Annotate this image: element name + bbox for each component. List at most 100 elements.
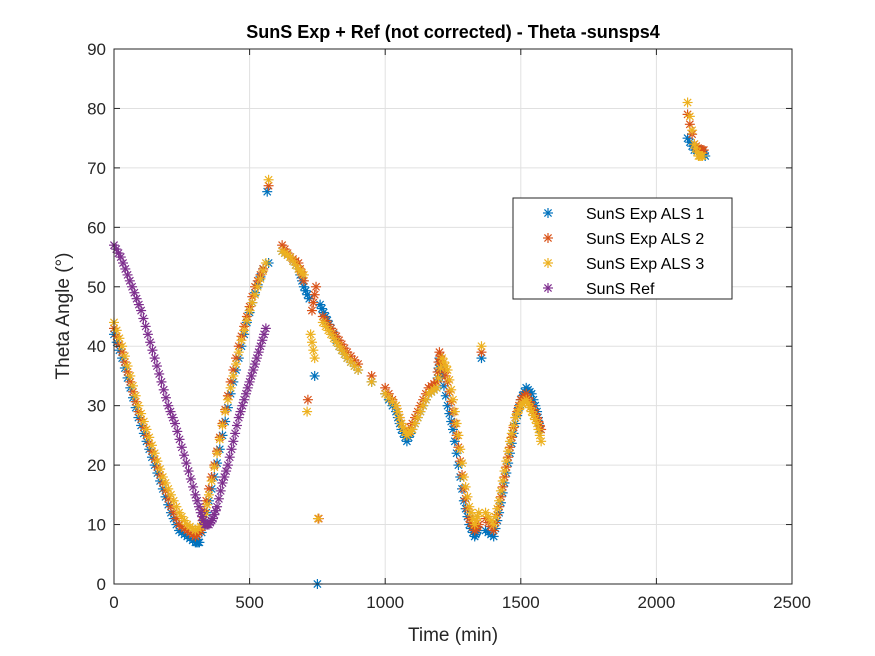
- data-point: [252, 281, 263, 292]
- data-point: [244, 305, 255, 316]
- data-point: [309, 289, 320, 300]
- x-tick-label: 2500: [773, 593, 811, 612]
- x-tick-label: 500: [235, 593, 263, 612]
- data-point: [353, 365, 364, 375]
- data-point: [260, 323, 271, 334]
- data-point: [308, 297, 319, 308]
- data-point: [176, 442, 187, 453]
- data-point: [174, 434, 185, 445]
- data-point: [156, 376, 167, 387]
- data-point: [241, 315, 252, 326]
- data-point: [495, 485, 506, 496]
- data-point: [145, 337, 156, 348]
- data-point: [532, 418, 543, 429]
- data-point: [213, 493, 224, 504]
- data-point: [451, 418, 462, 429]
- data-point: [263, 174, 274, 185]
- y-tick-label: 10: [87, 516, 106, 535]
- data-point: [460, 481, 471, 492]
- data-point: [298, 269, 309, 280]
- data-point: [233, 347, 244, 358]
- y-tick-label: 0: [97, 575, 106, 594]
- data-point: [446, 384, 457, 395]
- data-point: [214, 434, 225, 445]
- data-point: [247, 297, 258, 308]
- data-point: [455, 444, 466, 455]
- data-point: [492, 503, 503, 514]
- data-point: [476, 353, 487, 364]
- data-point: [255, 273, 266, 284]
- data-point: [138, 313, 149, 324]
- y-tick-label: 90: [87, 40, 106, 59]
- data-point: [231, 420, 242, 431]
- data-point: [142, 329, 153, 340]
- y-axis-label: Theta Angle (°): [53, 253, 74, 380]
- data-point: [111, 325, 122, 336]
- data-point: [506, 428, 517, 439]
- data-point: [147, 345, 158, 356]
- data-point: [220, 406, 231, 417]
- data-point: [181, 458, 192, 469]
- data-point: [219, 472, 230, 482]
- data-point: [114, 333, 125, 344]
- data-point: [262, 186, 273, 197]
- data-point: [312, 513, 323, 524]
- data-point: [206, 475, 217, 486]
- x-tick-label: 0: [109, 593, 118, 612]
- data-point: [119, 351, 130, 362]
- y-tick-label: 20: [87, 456, 106, 475]
- data-point: [494, 495, 505, 506]
- data-point: [170, 418, 181, 429]
- data-point: [308, 345, 319, 356]
- data-point: [302, 406, 313, 417]
- axis-ticks: [113, 48, 793, 585]
- x-axis-label: Time (min): [408, 625, 498, 646]
- data-point: [457, 458, 468, 469]
- data-point: [306, 305, 317, 316]
- data-point: [442, 365, 453, 375]
- data-point: [501, 456, 512, 467]
- data-point: [687, 125, 698, 136]
- data-point: [225, 382, 236, 393]
- data-point: [536, 436, 547, 447]
- data-point: [490, 511, 501, 522]
- plot-frame: [113, 48, 793, 585]
- data-point: [133, 400, 144, 411]
- chart-title: SunS Exp + Ref (not corrected) - Theta -…: [246, 22, 660, 42]
- data-point: [203, 489, 214, 500]
- data-point: [260, 258, 271, 268]
- data-point: [140, 321, 151, 332]
- data-point: [144, 432, 155, 443]
- legend-marker: [543, 208, 553, 218]
- data-point: [230, 428, 241, 439]
- data-point: [179, 450, 190, 461]
- data-point: [141, 424, 152, 435]
- data-point: [188, 481, 199, 492]
- tick-labels: 0 500 1000 1500 2000 2500 0 10 20 30 40 50 60 70 80 90: [87, 40, 811, 612]
- data-point: [130, 390, 141, 401]
- data-point: [309, 370, 320, 381]
- data-point: [316, 303, 327, 314]
- data-point: [160, 392, 171, 403]
- data-point: [521, 394, 532, 405]
- data-point: [258, 265, 269, 276]
- data-point: [302, 394, 313, 405]
- data-point: [504, 436, 515, 447]
- data-point: [483, 511, 494, 522]
- data-point: [488, 519, 499, 530]
- data-point: [209, 462, 220, 473]
- y-tick-label: 60: [87, 218, 106, 237]
- data-point: [306, 337, 317, 348]
- data-point: [236, 335, 247, 346]
- data-point: [226, 444, 237, 455]
- data-point: [305, 329, 316, 340]
- data-point: [453, 430, 464, 441]
- data-point: [228, 436, 239, 447]
- data-point: [172, 426, 183, 437]
- data-point: [136, 305, 147, 316]
- legend-marker: [543, 233, 553, 243]
- data-point: [311, 281, 322, 292]
- data-points: [109, 97, 711, 589]
- data-point: [151, 361, 162, 372]
